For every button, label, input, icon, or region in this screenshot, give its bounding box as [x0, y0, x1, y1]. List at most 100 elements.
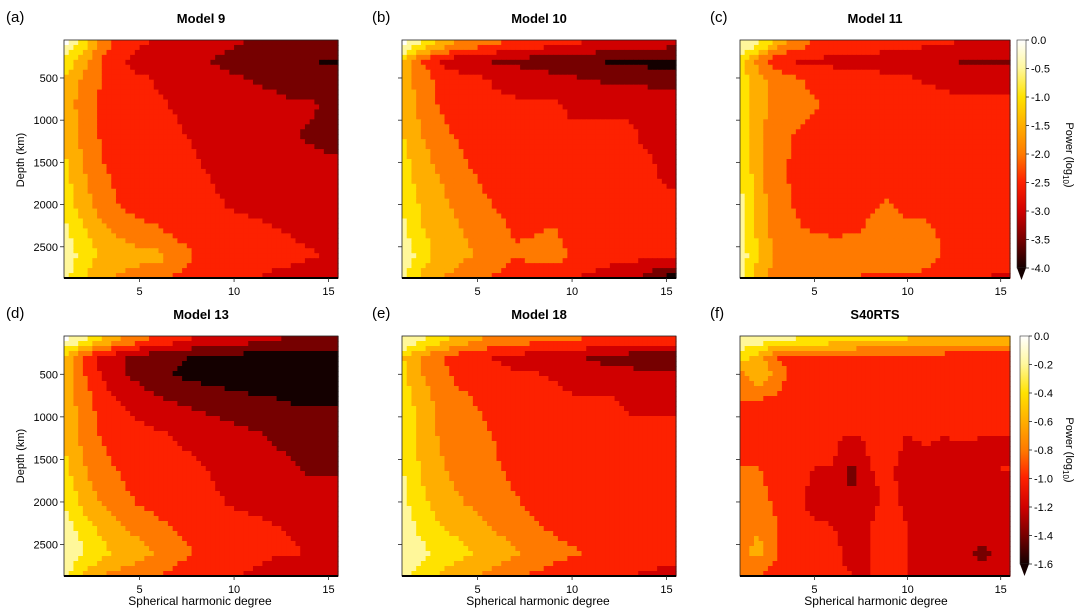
heatmap-cell [666, 59, 672, 66]
heatmap-cell [323, 253, 330, 259]
heatmap-cell [420, 99, 427, 106]
heatmap-cell [153, 119, 160, 125]
heatmap-cell [191, 208, 197, 215]
heatmap-cell [553, 218, 559, 225]
heatmap-cell [458, 59, 465, 66]
heatmap-cell [553, 69, 559, 76]
heatmap-cell [248, 64, 254, 71]
heatmap-cell [167, 49, 174, 56]
heatmap-cell [262, 263, 268, 269]
heatmap-cell [534, 129, 540, 135]
heatmap-cell [510, 64, 516, 71]
heatmap-cell [215, 109, 221, 115]
heatmap-cell [534, 168, 540, 175]
heatmap-cell [78, 89, 84, 96]
heatmap-cell [224, 218, 230, 225]
heatmap-cell [548, 104, 554, 111]
heatmap-cell [177, 168, 183, 175]
heatmap-cell [224, 119, 230, 125]
heatmap-cell [487, 109, 493, 115]
heatmap-cell [416, 94, 422, 101]
heatmap-cell [125, 139, 131, 145]
heatmap-cell [139, 188, 145, 195]
heatmap-cell [215, 159, 221, 165]
heatmap-cell [463, 89, 469, 96]
heatmap-cell [229, 54, 235, 61]
heatmap-cell [97, 258, 103, 264]
heatmap-cell [267, 109, 273, 115]
heatmap-cell [425, 168, 431, 175]
heatmap-cell [182, 218, 188, 225]
heatmap-cell [286, 173, 292, 180]
heatmap-cell [120, 154, 127, 160]
heatmap-cell [153, 263, 160, 269]
heatmap-cell [557, 44, 564, 51]
heatmap-cell [590, 173, 597, 180]
heatmap-cell [120, 129, 127, 135]
heatmap-cell [553, 40, 559, 46]
heatmap-cell [520, 104, 526, 111]
heatmap-cell [463, 114, 469, 120]
heatmap-cell [614, 159, 620, 165]
heatmap-cell [182, 129, 188, 135]
heatmap-cell [271, 99, 278, 106]
heatmap-cell [111, 253, 117, 259]
heatmap-cell [219, 44, 226, 51]
heatmap-cell [539, 193, 545, 200]
heatmap-cell [219, 104, 226, 111]
heatmap-cell [671, 104, 677, 111]
heatmap-cell [487, 74, 493, 81]
heatmap-cell [468, 188, 474, 195]
heatmap-cell [666, 64, 672, 71]
heatmap-cell [572, 69, 578, 76]
heatmap-cell [539, 119, 545, 125]
heatmap-cell [309, 79, 315, 86]
heatmap-cell [257, 198, 264, 205]
heatmap-cell [671, 124, 677, 130]
heatmap-cell [172, 223, 178, 230]
heatmap-cell [586, 203, 592, 210]
heatmap-cell [319, 124, 325, 130]
heatmap-cell [449, 154, 455, 160]
heatmap-cell [149, 188, 155, 195]
heatmap-cell [267, 74, 273, 81]
heatmap-cell [319, 218, 325, 225]
heatmap-cell [300, 163, 306, 170]
heatmap-cell [671, 198, 677, 205]
heatmap-cell [482, 168, 488, 175]
heatmap-cell [115, 74, 122, 81]
heatmap-cell [87, 228, 93, 234]
heatmap-cell [234, 178, 240, 185]
heatmap-cell [182, 154, 188, 160]
heatmap-cell [539, 203, 545, 210]
heatmap-cell [633, 44, 639, 51]
heatmap-cell [130, 129, 136, 135]
heatmap-cell [125, 94, 131, 101]
heatmap-cell [68, 139, 75, 145]
heatmap-cell [201, 273, 207, 279]
heatmap-cell [144, 114, 150, 120]
heatmap-cell [520, 114, 526, 120]
heatmap-cell [416, 40, 422, 46]
heatmap-cell [319, 238, 325, 244]
heatmap-cell [281, 40, 287, 46]
heatmap-cell [647, 44, 653, 51]
heatmap-cell [130, 243, 136, 249]
heatmap-cell [304, 124, 311, 130]
heatmap-cell [501, 193, 507, 200]
heatmap-cell [243, 114, 249, 120]
heatmap-cell [444, 173, 450, 180]
heatmap-cell [553, 163, 559, 170]
heatmap-cell [309, 228, 315, 234]
heatmap-cell [177, 104, 183, 111]
heatmap-cell [205, 178, 212, 185]
heatmap-cell [281, 89, 287, 96]
heatmap-cell [652, 49, 658, 56]
heatmap-cell [139, 223, 145, 230]
heatmap-cell [661, 193, 668, 200]
heatmap-cell [548, 59, 554, 66]
heatmap-cell [520, 89, 526, 96]
heatmap-cell [177, 149, 183, 155]
heatmap-cell [472, 159, 479, 165]
heatmap-cell [139, 163, 145, 170]
